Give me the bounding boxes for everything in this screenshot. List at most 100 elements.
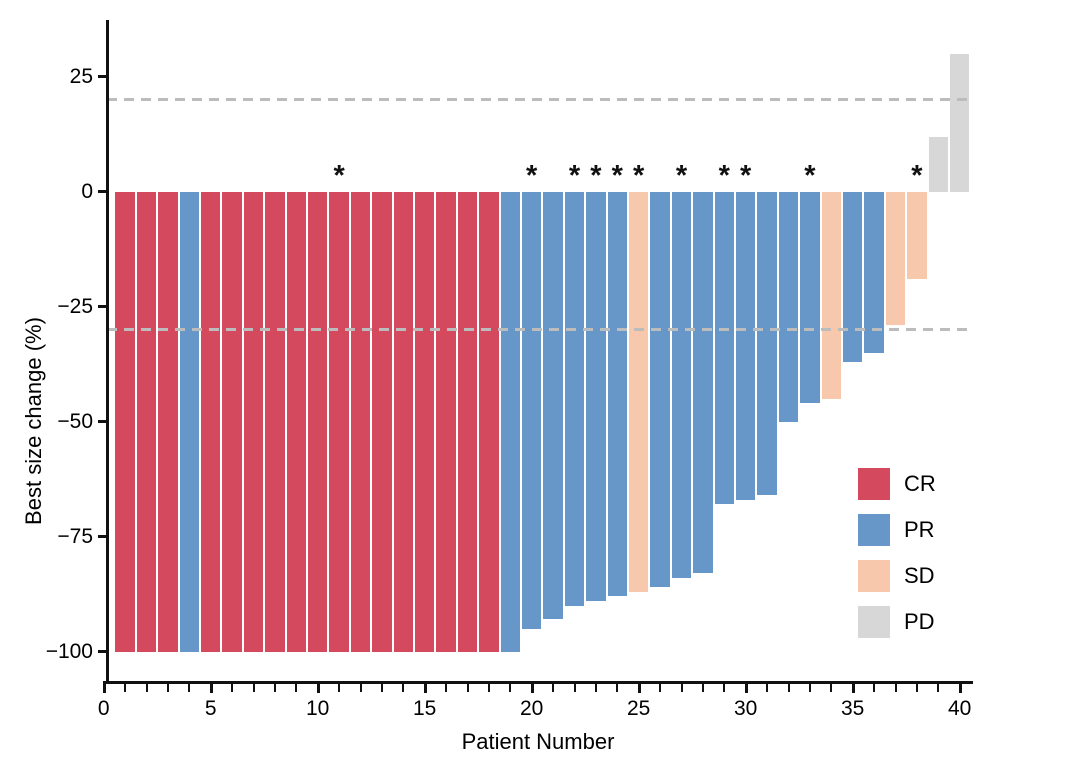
legend-swatch-cr [858, 468, 890, 500]
x-axis-title: Patient Number [461, 729, 615, 754]
x-tick-5 [209, 684, 213, 693]
x-tick-30 [744, 684, 748, 693]
y-tick-0 [98, 190, 106, 194]
y-axis-spine [106, 20, 109, 683]
legend-item-cr: CR [858, 468, 936, 500]
bar-patient-14 [393, 191, 413, 652]
reference-line-20 [107, 98, 970, 102]
x-tick-20 [530, 684, 534, 693]
y-tick--75 [98, 535, 106, 539]
x-tick-label-40: 40 [948, 697, 972, 720]
x-tick-16 [445, 684, 448, 692]
x-tick-label-30: 30 [734, 697, 758, 720]
bar-patient-40 [950, 53, 970, 192]
x-tick-23 [594, 684, 597, 692]
legend-label-sd: SD [904, 563, 935, 588]
x-tick-34 [830, 684, 833, 692]
x-tick-19 [509, 684, 512, 692]
x-tick-25 [637, 684, 641, 693]
x-tick-37 [894, 684, 897, 692]
x-tick-38 [915, 684, 918, 692]
x-tick-24 [616, 684, 619, 692]
x-tick-15 [423, 684, 427, 693]
bar-patient-24 [607, 191, 627, 597]
x-tick-29 [723, 684, 726, 692]
x-tick-36 [873, 684, 876, 692]
bar-patient-25 [629, 191, 649, 592]
asterisk-patient-27: * [675, 160, 688, 192]
x-tick-12 [359, 684, 362, 692]
bar-patient-2 [136, 191, 157, 652]
x-tick-26 [659, 684, 662, 692]
x-tick-8 [273, 684, 276, 692]
bar-patient-1 [115, 191, 135, 652]
x-tick-label-35: 35 [841, 697, 865, 720]
asterisk-patient-38: * [911, 160, 923, 192]
bar-patient-32 [778, 191, 799, 422]
x-tick-35 [851, 684, 855, 693]
x-tick-39 [937, 684, 940, 692]
x-tick-10 [316, 684, 320, 693]
bar-patient-17 [457, 191, 478, 652]
bar-patient-18 [479, 191, 499, 652]
x-tick-2 [145, 684, 148, 692]
legend-swatch-pd [858, 606, 890, 638]
legend-item-pd: PD [858, 606, 936, 638]
legend-item-pr: PR [858, 514, 936, 546]
x-tick-0 [102, 684, 106, 693]
asterisk-patient-11: * [333, 160, 345, 192]
y-tick-label-0: 0 [81, 179, 93, 203]
y-axis-title: Best size change (%) [21, 317, 46, 525]
asterisk-patient-29: * [718, 160, 730, 192]
x-tick-11 [338, 684, 341, 692]
y-tick--50 [98, 420, 106, 424]
bar-patient-30 [736, 191, 756, 500]
x-tick-40 [958, 684, 962, 693]
bar-patient-11 [329, 191, 349, 652]
bar-patient-26 [650, 191, 670, 588]
bar-patient-12 [350, 191, 371, 652]
bar-patient-3 [158, 191, 178, 652]
legend-label-pr: PR [904, 517, 935, 542]
bar-patient-27 [671, 191, 692, 579]
legend-swatch-pr [858, 514, 890, 546]
x-tick-6 [231, 684, 234, 692]
bar-patient-23 [586, 191, 606, 602]
bar-patient-6 [222, 191, 242, 652]
bar-patient-36 [864, 191, 884, 353]
bar-patient-35 [843, 191, 863, 362]
x-tick-label-15: 15 [413, 697, 437, 720]
bar-patient-29 [714, 191, 734, 505]
x-tick-3 [166, 684, 169, 692]
bar-patient-20 [522, 191, 542, 629]
x-tick-label-25: 25 [627, 697, 651, 720]
reference-line--30 [107, 328, 970, 332]
bar-patient-28 [693, 191, 713, 574]
bar-patient-7 [243, 191, 264, 652]
bar-patient-19 [500, 191, 520, 652]
bar-patient-15 [415, 191, 435, 652]
bar-patient-21 [543, 191, 563, 620]
y-tick-25 [98, 75, 106, 79]
x-tick-7 [252, 684, 255, 692]
bar-patient-33 [800, 191, 820, 404]
legend-label-pd: PD [904, 609, 935, 634]
y-tick-label--25: −25 [57, 294, 93, 318]
x-tick-label-5: 5 [204, 697, 217, 720]
bar-patient-9 [286, 191, 306, 652]
bar-patient-8 [265, 191, 285, 652]
x-tick-21 [552, 684, 555, 692]
bar-patient-39 [928, 136, 948, 192]
bar-patient-13 [372, 191, 392, 652]
bar-patient-22 [564, 191, 585, 606]
asterisk-patient-24: * [611, 160, 623, 192]
bar-patient-10 [308, 191, 328, 652]
x-tick-1 [124, 684, 127, 692]
x-tick-18 [487, 684, 490, 692]
asterisk-patient-23: * [590, 160, 602, 192]
x-tick-33 [808, 684, 811, 692]
x-tick-9 [295, 684, 298, 692]
y-tick-label-25: 25 [69, 64, 93, 88]
y-tick-label--100: −100 [45, 639, 93, 663]
